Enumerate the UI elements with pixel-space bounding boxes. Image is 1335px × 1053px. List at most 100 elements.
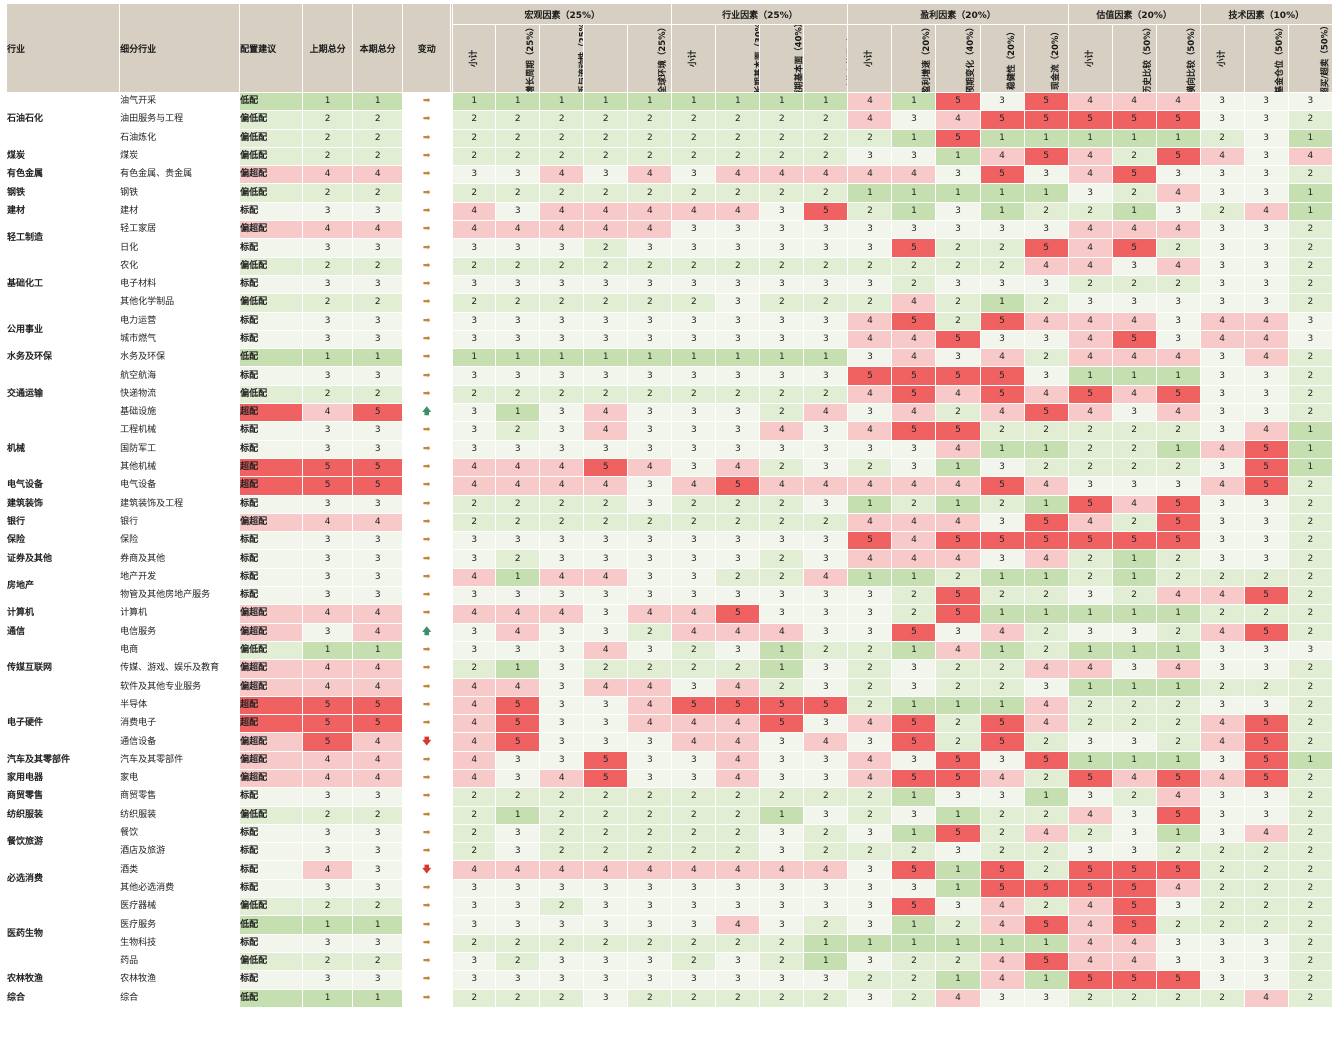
- factor-score-cell: 1: [1155, 366, 1201, 386]
- total-score-cell: 3: [302, 970, 354, 990]
- factor-score-cell: 2: [847, 256, 893, 276]
- factor-score-cell: 3: [847, 860, 893, 880]
- factor-score-cell: 1: [1111, 604, 1157, 624]
- factor-score-cell: 3: [583, 970, 629, 990]
- factor-score-cell: 2: [539, 897, 585, 917]
- total-score-cell: 3: [352, 970, 404, 990]
- factor-score-cell: 4: [803, 403, 849, 423]
- factor-score-cell: 2: [1067, 695, 1113, 716]
- recommendation-cell: 偏超配: [239, 165, 304, 185]
- factor-score-cell: 3: [759, 201, 805, 222]
- factor-score-cell: 3: [539, 951, 585, 972]
- recommendation-cell: 偏低配: [239, 256, 304, 276]
- header-factor: 基金仓位（50%）: [1243, 24, 1289, 93]
- factor-score-cell: 3: [1199, 549, 1245, 569]
- sub-industry-cell: 餐饮: [119, 823, 241, 844]
- factor-score-cell: 2: [891, 274, 937, 295]
- factor-score-cell: 2: [495, 787, 541, 807]
- factor-score-cell: 3: [1199, 293, 1245, 313]
- factor-score-cell: 5: [1111, 915, 1157, 935]
- sub-industry-cell: 医疗器械: [119, 897, 241, 917]
- factor-score-cell: 2: [671, 384, 717, 405]
- factor-score-cell: 2: [1199, 860, 1245, 880]
- factor-score-cell: 2: [627, 988, 673, 1008]
- factor-score-cell: 4: [979, 915, 1025, 935]
- arrow-right-icon: ➡: [402, 110, 452, 130]
- factor-score-cell: 3: [891, 220, 937, 240]
- header-factor-label: 中长期基本面（30%）: [755, 24, 760, 93]
- factor-score-cell: 4: [1199, 329, 1245, 350]
- factor-score-cell: 2: [1287, 256, 1334, 276]
- factor-score-cell: 2: [1199, 988, 1245, 1008]
- factor-score-cell: 5: [891, 897, 937, 917]
- factor-score-cell: 5: [979, 476, 1025, 496]
- factor-score-cell: 2: [1287, 622, 1334, 642]
- factor-score-cell: 1: [979, 604, 1025, 624]
- factor-score-cell: 3: [847, 622, 893, 642]
- arrow-right-icon: ➡: [402, 512, 452, 533]
- factor-score-cell: 2: [1199, 128, 1245, 148]
- factor-score-cell: 2: [715, 823, 761, 844]
- factor-score-cell: 4: [539, 476, 585, 496]
- factor-score-cell: 2: [891, 604, 937, 624]
- factor-score-cell: 4: [1199, 311, 1245, 331]
- factor-score-cell: 5: [1067, 768, 1113, 789]
- factor-score-cell: 2: [935, 567, 981, 588]
- factor-score-cell: 4: [1067, 915, 1113, 935]
- factor-score-cell: 3: [452, 439, 497, 459]
- factor-score-cell: 4: [715, 714, 761, 734]
- recommendation-cell: 标配: [239, 421, 304, 441]
- table-row: 传媒互联网 电商 偏低配 1 1 ➡ 3 3 3 4 3 2 3 1 2 2 1 4 1 2 1 1 1 3 3 3: [5, 640, 1334, 697]
- factor-score-cell: 2: [1287, 878, 1334, 899]
- factor-score-cell: 4: [1155, 586, 1201, 606]
- header-change: 变动: [402, 3, 452, 93]
- factor-score-cell: 3: [495, 586, 541, 606]
- arrow-right-icon: ➡: [402, 842, 452, 862]
- factor-score-cell: 4: [1023, 823, 1069, 844]
- factor-score-cell: 3: [539, 329, 585, 350]
- arrow-right-icon: ➡: [402, 878, 452, 899]
- factor-score-cell: 1: [1111, 640, 1157, 661]
- factor-score-cell: 2: [1287, 567, 1334, 588]
- factor-score-cell: 3: [1023, 220, 1069, 240]
- factor-score-cell: 3: [1243, 970, 1289, 990]
- factor-score-cell: 2: [1287, 988, 1334, 1008]
- sub-industry-cell: 电力运营: [119, 311, 241, 331]
- factor-score-cell: 3: [1111, 805, 1157, 825]
- arrow-right-icon: ➡: [402, 787, 452, 807]
- factor-score-cell: 3: [583, 586, 629, 606]
- factor-score-cell: 2: [539, 256, 585, 276]
- factor-score-cell: 3: [627, 897, 673, 917]
- factor-score-cell: 3: [759, 823, 805, 844]
- factor-score-cell: 2: [803, 128, 849, 148]
- factor-score-cell: 5: [935, 604, 981, 624]
- sub-industry-cell: 综合: [119, 988, 241, 1008]
- total-score-cell: 3: [352, 933, 404, 953]
- factor-score-cell: 4: [1067, 659, 1113, 679]
- table-row: 其他化学制品 偏低配 2 2 ➡ 2 2 2 2 2 2 3 2 2 2 4 2 1 2 3 3 3 3 3 2: [7, 293, 1334, 313]
- factor-score-cell: 4: [803, 165, 849, 185]
- factor-score-cell: 3: [847, 823, 893, 844]
- factor-score-cell: 2: [979, 842, 1025, 862]
- factor-score-cell: 2: [715, 659, 761, 679]
- factor-score-cell: 2: [715, 110, 761, 130]
- total-score-cell: 2: [302, 110, 354, 130]
- recommendation-cell: 超配: [239, 403, 304, 423]
- total-score-cell: 4: [302, 604, 354, 624]
- factor-score-cell: 2: [583, 512, 629, 533]
- factor-score-cell: 4: [1067, 311, 1113, 331]
- factor-score-cell: 3: [452, 311, 497, 331]
- factor-score-cell: 3: [1155, 311, 1201, 331]
- factor-score-cell: 4: [495, 604, 541, 624]
- factor-score-cell: 5: [671, 695, 717, 716]
- factor-score-cell: 1: [979, 439, 1025, 459]
- factor-score-cell: 2: [1111, 787, 1157, 807]
- factor-score-cell: 1: [1023, 128, 1069, 148]
- factor-score-cell: 2: [452, 933, 497, 953]
- factor-score-cell: 3: [627, 750, 673, 770]
- factor-score-cell: 4: [1199, 768, 1245, 789]
- factor-score-cell: 2: [452, 384, 497, 405]
- factor-score-cell: 4: [452, 860, 497, 880]
- factor-score-cell: 2: [1155, 842, 1201, 862]
- factor-score-cell: 2: [452, 988, 497, 1008]
